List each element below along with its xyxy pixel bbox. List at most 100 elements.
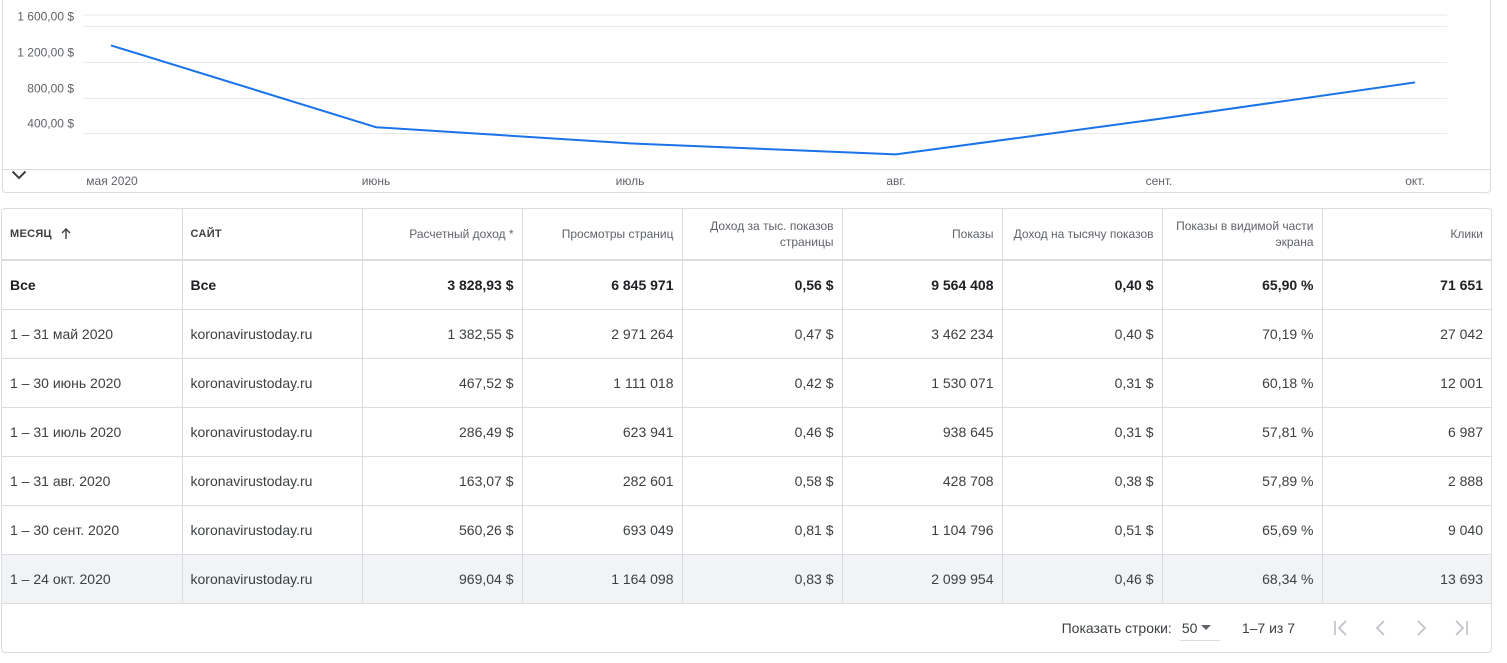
cell-revenue: 286,49 $ xyxy=(362,407,523,457)
cell-page-rpm: 0,81 $ xyxy=(682,505,843,555)
column-header-impressions[interactable]: Показы xyxy=(842,209,1003,261)
cell-month: 1 – 31 авг. 2020 xyxy=(2,456,183,506)
cell-site: koronavirustoday.ru xyxy=(182,505,363,555)
cell-page-rpm: 0,42 $ xyxy=(682,358,843,408)
table-row[interactable]: 1 – 24 окт. 2020 koronavirustoday.ru 969,0… xyxy=(2,554,1491,604)
cell-impression-rpm: 0,40 $ xyxy=(1002,260,1163,310)
column-header-viewability[interactable]: Показы в видимой части экрана xyxy=(1162,209,1323,261)
column-header-month[interactable]: Месяц xyxy=(2,209,183,261)
column-header-label: Месяц xyxy=(10,228,52,240)
cell-revenue: 1 382,55 $ xyxy=(362,309,523,359)
column-header-site[interactable]: Сайт xyxy=(182,209,363,261)
column-header-impression-rpm[interactable]: Доход на тысячу показов xyxy=(1002,209,1163,261)
cell-impressions: 1 104 796 xyxy=(842,505,1003,555)
total-row[interactable]: Все Все 3 828,93 $6 845 971 0,56 $9 564 408… xyxy=(2,260,1491,310)
x-tick-label: июнь xyxy=(362,174,391,188)
cell-page-rpm: 0,58 $ xyxy=(682,456,843,506)
collapse-chart-button[interactable] xyxy=(11,170,37,192)
dropdown-arrow-icon xyxy=(1201,624,1212,630)
last-page-icon xyxy=(1455,620,1468,636)
cell-revenue: 163,07 $ xyxy=(362,456,523,506)
chevron-right-icon xyxy=(1417,620,1427,636)
chart-divider xyxy=(3,169,1490,170)
cell-clicks: 27 042 xyxy=(1322,309,1491,359)
last-page-button[interactable] xyxy=(1441,610,1481,646)
pagination: Показать строки: 50 1–7 из 7 xyxy=(2,603,1491,652)
first-page-button[interactable] xyxy=(1321,610,1361,646)
cell-site: koronavirustoday.ru xyxy=(182,554,363,604)
column-header-revenue[interactable]: Расчетный доход * xyxy=(362,209,523,261)
chevron-left-icon xyxy=(1375,620,1385,636)
sort-ascending-icon xyxy=(61,228,71,240)
rows-per-page-value: 50 xyxy=(1181,619,1198,636)
table-header-row: Месяц Сайт Расчетный доход * Просмотры с… xyxy=(2,209,1491,261)
rows-per-page-select[interactable]: 50 xyxy=(1179,615,1220,641)
cell-impression-rpm: 0,31 $ xyxy=(1002,407,1163,457)
next-page-button[interactable] xyxy=(1401,610,1441,646)
revenue-chart: 400,00 $ 800,00 $ 1 200,00 $ 1 600,00 $ мая … xyxy=(2,0,1491,193)
cell-month: 1 – 30 июнь 2020 xyxy=(2,358,183,408)
cell-site: Все xyxy=(182,260,363,310)
first-page-icon xyxy=(1334,620,1347,636)
report-table-card: Месяц Сайт Расчетный доход * Просмотры с… xyxy=(1,208,1492,653)
cell-pageviews: 1 111 018 xyxy=(522,358,683,408)
table-row[interactable]: 1 – 31 авг. 2020 koronavirustoday.ru 163,0… xyxy=(2,456,1491,506)
previous-page-button[interactable] xyxy=(1361,610,1401,646)
column-header-page-rpm[interactable]: Доход за тыс. показов страницы xyxy=(682,209,843,261)
cell-page-rpm: 0,56 $ xyxy=(682,260,843,310)
cell-page-rpm: 0,83 $ xyxy=(682,554,843,604)
cell-clicks: 12 001 xyxy=(1322,358,1491,408)
cell-revenue: 467,52 $ xyxy=(362,358,523,408)
cell-impression-rpm: 0,38 $ xyxy=(1002,456,1163,506)
cell-viewability: 60,18 % xyxy=(1162,358,1323,408)
cell-viewability: 65,69 % xyxy=(1162,505,1323,555)
cell-viewability: 68,34 % xyxy=(1162,554,1323,604)
table-row[interactable]: 1 – 31 июль 2020 koronavirustoday.ru 286,4… xyxy=(2,407,1491,457)
cell-viewability: 70,19 % xyxy=(1162,309,1323,359)
cell-impression-rpm: 0,51 $ xyxy=(1002,505,1163,555)
column-header-pageviews[interactable]: Просмотры страниц xyxy=(522,209,683,261)
column-header-clicks[interactable]: Клики xyxy=(1322,209,1491,261)
cell-page-rpm: 0,47 $ xyxy=(682,309,843,359)
cell-impression-rpm: 0,46 $ xyxy=(1002,554,1163,604)
cell-pageviews: 1 164 098 xyxy=(522,554,683,604)
cell-clicks: 9 040 xyxy=(1322,505,1491,555)
cell-month: 1 – 30 сент. 2020 xyxy=(2,505,183,555)
cell-site: koronavirustoday.ru xyxy=(182,358,363,408)
cell-viewability: 65,90 % xyxy=(1162,260,1323,310)
cell-site: koronavirustoday.ru xyxy=(182,407,363,457)
page-range: 1–7 из 7 xyxy=(1241,620,1295,636)
chevron-down-icon xyxy=(11,170,27,180)
cell-month: 1 – 31 июль 2020 xyxy=(2,407,183,457)
cell-impression-rpm: 0,40 $ xyxy=(1002,309,1163,359)
cell-impressions: 9 564 408 xyxy=(842,260,1003,310)
chart-canvas: 400,00 $ 800,00 $ 1 200,00 $ 1 600,00 $ мая … xyxy=(17,10,1447,188)
x-tick-label: мая 2020 xyxy=(86,174,138,188)
cell-pageviews: 693 049 xyxy=(522,505,683,555)
cell-clicks: 6 987 xyxy=(1322,407,1491,457)
cell-month: Все xyxy=(2,260,183,310)
cell-revenue: 560,26 $ xyxy=(362,505,523,555)
y-tick-label: 400,00 $ xyxy=(27,117,74,131)
cell-pageviews: 2 971 264 xyxy=(522,309,683,359)
table-row[interactable]: 1 – 31 май 2020 koronavirustoday.ru 1 382,… xyxy=(2,309,1491,359)
table-row[interactable]: 1 – 30 июнь 2020 koronavirustoday.ru 467,5… xyxy=(2,358,1491,408)
cell-impressions: 1 530 071 xyxy=(842,358,1003,408)
cell-site: koronavirustoday.ru xyxy=(182,309,363,359)
table-row[interactable]: 1 – 30 сент. 2020 koronavirustoday.ru 560,… xyxy=(2,505,1491,555)
x-tick-label: окт. xyxy=(1405,174,1425,188)
cell-clicks: 13 693 xyxy=(1322,554,1491,604)
cell-impressions: 2 099 954 xyxy=(842,554,1003,604)
cell-clicks: 71 651 xyxy=(1322,260,1491,310)
cell-viewability: 57,81 % xyxy=(1162,407,1323,457)
cell-site: koronavirustoday.ru xyxy=(182,456,363,506)
cell-clicks: 2 888 xyxy=(1322,456,1491,506)
cell-month: 1 – 24 окт. 2020 xyxy=(2,554,183,604)
x-tick-label: авг. xyxy=(886,174,905,188)
cell-month: 1 – 31 май 2020 xyxy=(2,309,183,359)
rows-per-page-label: Показать строки: xyxy=(1061,620,1172,636)
cell-impressions: 3 462 234 xyxy=(842,309,1003,359)
series-line xyxy=(110,44,1416,156)
cell-pageviews: 623 941 xyxy=(522,407,683,457)
report-table: Месяц Сайт Расчетный доход * Просмотры с… xyxy=(2,209,1491,604)
